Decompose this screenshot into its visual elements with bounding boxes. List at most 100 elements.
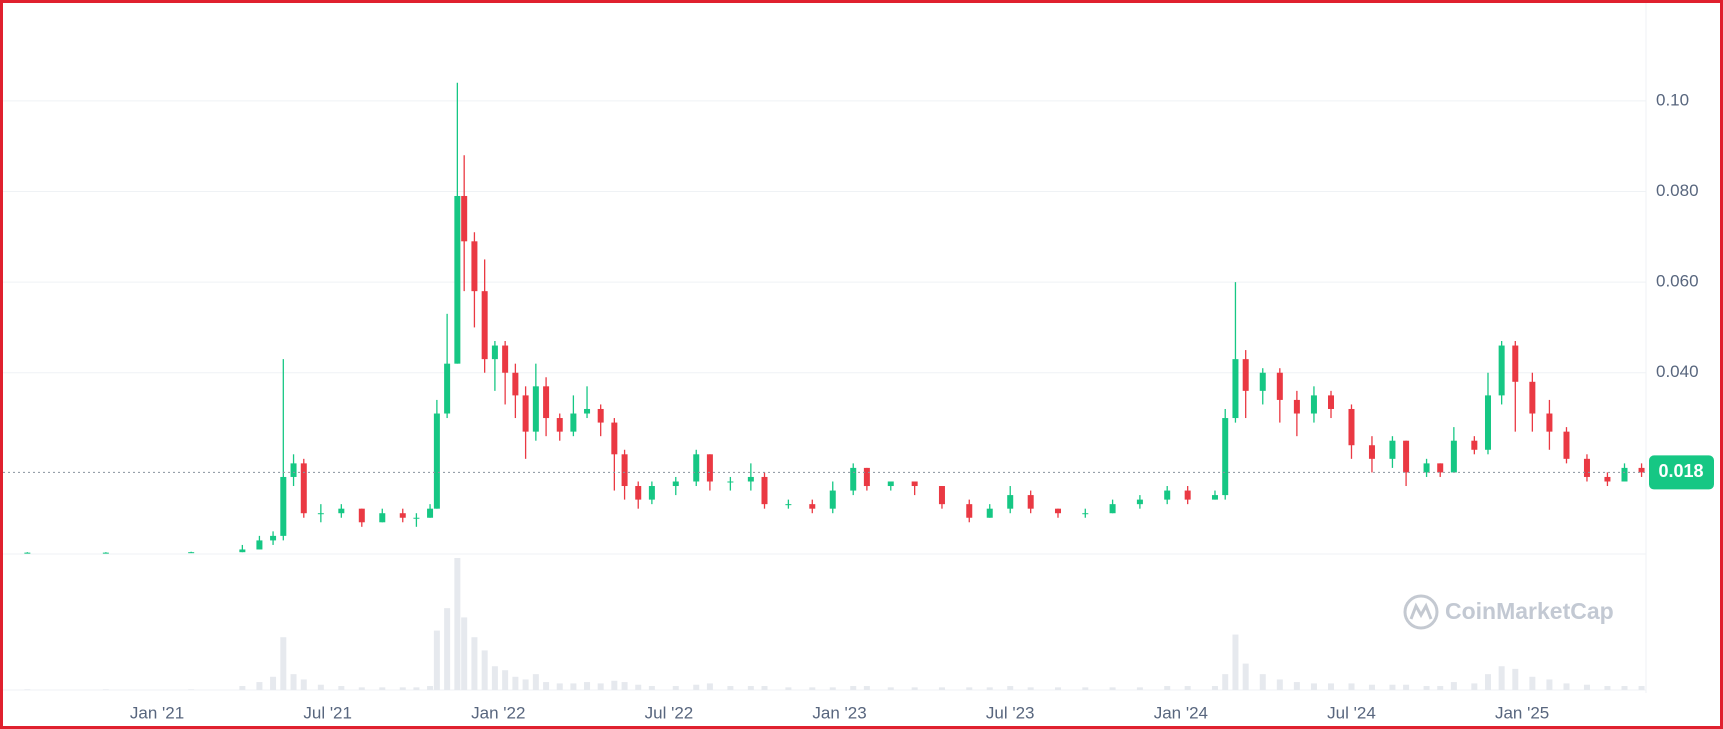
candle-body [239, 549, 246, 553]
volume-bar [863, 686, 870, 690]
volume-bar [785, 687, 792, 690]
volume-bar [1450, 682, 1457, 690]
volume-bar [512, 676, 519, 690]
volume-bar [427, 686, 434, 690]
candle-body [454, 195, 461, 364]
volume-bar [399, 687, 406, 690]
volume-bar [1232, 634, 1239, 690]
candle-body [986, 508, 993, 518]
volume-bar [850, 686, 857, 690]
volume-bar [188, 689, 195, 690]
candle-body [1007, 495, 1014, 509]
volume-bar [1498, 666, 1505, 690]
volume-bar [454, 558, 461, 690]
candle-body [1184, 490, 1191, 500]
volume-bar [829, 687, 836, 690]
volume-bar [1328, 683, 1335, 690]
candle-body [1242, 359, 1249, 391]
candle-body [863, 467, 870, 487]
candle-body [1328, 395, 1335, 409]
candle-body [256, 540, 263, 550]
volume-bar [1109, 687, 1116, 690]
volume-bar [1164, 686, 1171, 690]
volume-bar [444, 608, 451, 690]
candle-body [1563, 431, 1570, 459]
candle-body [427, 508, 434, 518]
candle-body [1403, 440, 1410, 473]
candle-body [693, 454, 700, 482]
volume-bar [1604, 686, 1611, 690]
volume-bar [1082, 687, 1089, 690]
candle-body [911, 481, 918, 487]
candle-body [543, 386, 550, 419]
candle-body [597, 408, 604, 423]
volume-bar [1242, 663, 1249, 690]
volume-bar [1184, 686, 1191, 690]
candle-body [1259, 372, 1266, 391]
y-tick-label: 0.10 [1656, 90, 1689, 109]
last-price-badge [1649, 455, 1714, 490]
volume-bar [102, 689, 109, 690]
volume-bar [1471, 683, 1478, 690]
candle-body [461, 195, 468, 242]
volume-bar [911, 687, 918, 690]
candle-body [706, 454, 713, 482]
y-tick-label: 0.040 [1656, 362, 1699, 381]
volume-bar [1529, 676, 1536, 690]
chart: CoinMarketCap 0.10 0.080 0.060 0.040 Jan '21… [3, 3, 1714, 722]
candle-body [413, 517, 420, 519]
volume-bar [358, 687, 365, 690]
volume-bar [621, 682, 628, 690]
candle-body [379, 513, 386, 523]
candle-body [1621, 467, 1628, 482]
volume-bar [938, 687, 945, 690]
candle-body [471, 241, 478, 292]
candle-body [1136, 499, 1143, 505]
candle-body [1450, 440, 1457, 473]
volume-bar [1276, 679, 1283, 690]
candle-body [1546, 413, 1553, 432]
volume-bar [1310, 683, 1317, 690]
candle-body [761, 476, 768, 505]
candle-body [672, 481, 679, 487]
x-tick-label: Jul '24 [1327, 703, 1376, 722]
volume-bar [1389, 684, 1396, 690]
last-price-label: 0.018 [1658, 461, 1703, 481]
volume-bar [597, 683, 604, 690]
candle-body [938, 486, 945, 505]
candle-body [1027, 495, 1034, 509]
volume-bar [239, 686, 246, 690]
candle-body [829, 490, 836, 509]
candle-body [1222, 418, 1229, 496]
volume-bar [522, 679, 529, 690]
volume-bar [1638, 686, 1645, 690]
volume-bar [1583, 684, 1590, 690]
x-tick-label: Jul '23 [986, 703, 1035, 722]
volume-bar [584, 682, 591, 690]
volume-bar [1484, 674, 1491, 690]
y-tick-label: 0.080 [1656, 181, 1699, 200]
volume-bar [24, 689, 31, 690]
volume-bar [1546, 679, 1553, 690]
volume-bar [1027, 687, 1034, 690]
volume-bar [1054, 687, 1061, 690]
volume-bar [611, 680, 618, 690]
volume-bar [433, 630, 440, 690]
volume-bar [747, 686, 754, 690]
candle-body [648, 486, 655, 500]
volume-bar [1222, 674, 1229, 690]
candle-body [1389, 440, 1396, 459]
candle-body [1512, 345, 1519, 382]
volume-bar [887, 687, 894, 690]
volume-bar [986, 687, 993, 690]
candle-body [270, 535, 277, 541]
candle-body [1529, 381, 1536, 414]
volume-bar [706, 683, 713, 690]
candle-body [399, 513, 406, 518]
candle-body [1293, 399, 1300, 414]
volume-bar [570, 683, 577, 690]
candle-body [188, 552, 195, 554]
x-tick-label: Jan '23 [812, 703, 866, 722]
candle-body [502, 345, 509, 373]
volume-bar [532, 674, 539, 690]
